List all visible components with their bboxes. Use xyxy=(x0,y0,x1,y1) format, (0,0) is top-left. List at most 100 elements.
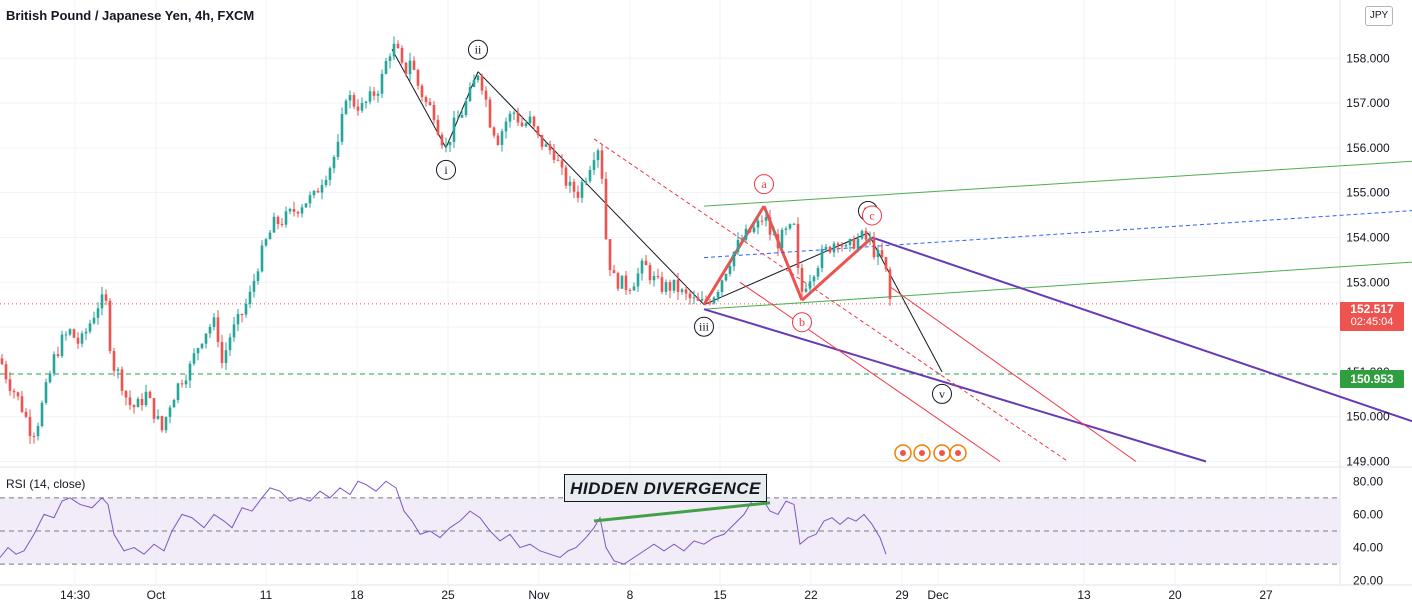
candle-body xyxy=(320,185,324,193)
candle-body xyxy=(132,405,136,408)
candle-body xyxy=(296,211,300,214)
candle-body xyxy=(56,354,60,357)
wave-label-text: ii xyxy=(475,43,482,57)
candle-body xyxy=(232,324,236,338)
candle-body xyxy=(844,245,848,247)
candle-body xyxy=(672,279,676,291)
candle-body xyxy=(328,168,332,180)
candle-body xyxy=(792,223,796,225)
candle-body xyxy=(684,289,688,294)
wave-label-text: b xyxy=(799,315,805,329)
price-tick-label: 155.000 xyxy=(1346,186,1390,200)
pitchfork-lower xyxy=(739,281,1001,462)
wave-label-text: a xyxy=(761,177,767,191)
candle-body xyxy=(560,160,564,168)
candle-body xyxy=(88,323,92,332)
currency-button[interactable]: JPY xyxy=(1365,6,1393,26)
wave-line xyxy=(445,71,479,149)
candle-body xyxy=(772,234,776,236)
green-channel-lower xyxy=(703,261,1412,310)
price-tick-label: 156.000 xyxy=(1346,141,1390,155)
candle-body xyxy=(728,266,732,274)
event-markers[interactable] xyxy=(894,444,967,462)
candle-body xyxy=(192,353,196,364)
candle-body xyxy=(784,228,788,230)
candle-body xyxy=(0,358,4,365)
wave-label-circle xyxy=(468,39,488,60)
candle-body xyxy=(400,48,404,63)
candle-body xyxy=(788,224,792,229)
candle-body xyxy=(656,275,660,278)
candle-body xyxy=(264,239,268,246)
wave-label-text: v xyxy=(939,387,945,401)
candle-body xyxy=(868,237,872,240)
time-axis[interactable]: 14:30 Oct 11 18 25 Nov 8 15 22 29 Dec 13 20 27 xyxy=(60,588,1273,602)
candle-body xyxy=(588,169,592,182)
candle-body xyxy=(592,160,596,170)
candle-body xyxy=(72,329,76,338)
candle-body xyxy=(628,289,632,291)
candle-body xyxy=(312,190,316,196)
candle-body xyxy=(804,288,808,292)
candle-body xyxy=(492,127,496,136)
wave-label-text: c xyxy=(869,208,874,222)
candle-body xyxy=(852,239,856,249)
candle-body xyxy=(540,134,544,147)
candle-body xyxy=(648,265,652,281)
candle-body xyxy=(188,363,192,381)
candle-body xyxy=(40,402,44,427)
candle-body xyxy=(608,239,612,271)
candle-body xyxy=(572,181,576,192)
candle-body xyxy=(416,69,420,86)
candle-body xyxy=(352,95,356,107)
candle-body xyxy=(604,178,608,240)
candle-body xyxy=(700,299,704,301)
candle-body xyxy=(808,281,812,289)
time-tick-label: 11 xyxy=(260,588,273,602)
candle-body xyxy=(360,102,364,111)
candle-body xyxy=(408,60,412,75)
last-price-value: 152.517 xyxy=(1350,302,1394,316)
candle-body xyxy=(748,228,752,233)
candle-body xyxy=(500,131,504,145)
candle-body xyxy=(176,383,180,401)
last-price-tag: 152.517 02:45:04 xyxy=(1340,302,1404,331)
time-tick-label: Dec xyxy=(927,588,948,602)
time-tick-label: 22 xyxy=(804,588,818,602)
rsi-tick-label: 80.00 xyxy=(1353,474,1383,488)
hidden-divergence-annotation[interactable]: HIDDEN DIVERGENCE xyxy=(564,474,767,502)
price-tick-label: 150.000 xyxy=(1346,410,1390,424)
wave-label-circle xyxy=(754,174,774,195)
candle-body xyxy=(276,216,280,224)
wave-line xyxy=(703,232,869,306)
candle-body xyxy=(760,220,764,222)
candle-body xyxy=(848,239,852,246)
candle-body xyxy=(52,354,56,374)
candle-body xyxy=(24,411,28,417)
rsi-title[interactable]: RSI (14, close) xyxy=(6,477,86,491)
pitchfork-median xyxy=(593,138,1069,462)
candle-body xyxy=(636,273,640,287)
time-tick-label: 20 xyxy=(1168,588,1182,602)
candle-body xyxy=(652,275,656,281)
candle-body xyxy=(252,280,256,292)
candle-body xyxy=(704,299,708,302)
event-marker-dot xyxy=(919,450,925,456)
candle-body xyxy=(692,297,696,299)
candle-body xyxy=(764,217,768,221)
level-price-tag: 150.953 xyxy=(1340,370,1404,388)
candle-body xyxy=(496,135,500,145)
candle-body xyxy=(680,289,684,292)
candle-body xyxy=(200,343,204,349)
candle-body xyxy=(528,116,532,124)
candle-body xyxy=(156,416,160,419)
symbol-title[interactable]: British Pound / Japanese Yen, 4h, FXCM xyxy=(6,8,255,23)
candle-body xyxy=(632,286,636,291)
candle-body xyxy=(484,90,488,100)
price-tick-label: 153.000 xyxy=(1346,275,1390,289)
candle-body xyxy=(216,317,220,343)
candle-body xyxy=(480,75,484,91)
candle-body xyxy=(356,106,360,111)
candle-body xyxy=(108,300,112,351)
